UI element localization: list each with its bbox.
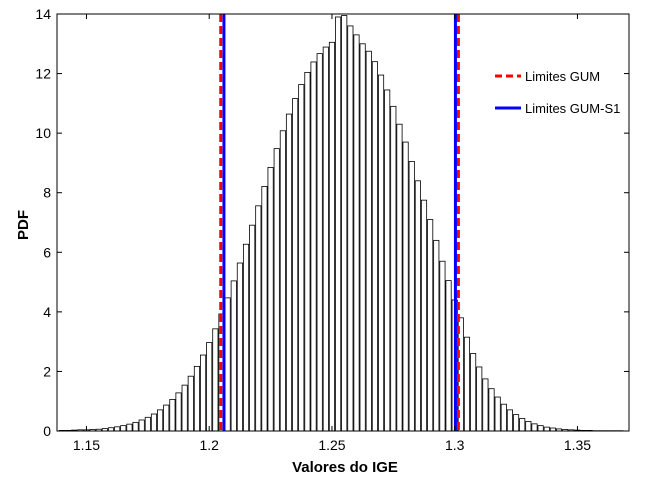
histogram-bar [494, 396, 501, 432]
histogram-bar [359, 43, 366, 432]
histogram-bar [482, 378, 489, 432]
histogram-bar [236, 262, 243, 432]
histogram-bar [488, 388, 495, 432]
histogram-bar [181, 384, 188, 432]
histogram-bar [470, 353, 477, 432]
histogram-bar [242, 243, 250, 432]
x-axis-ticks: 1.15 1.2 1.25 1.3 1.35 [73, 14, 591, 453]
y-axis-label: PDF [15, 210, 32, 240]
histogram-bar [525, 421, 532, 432]
histogram-bar [519, 418, 526, 432]
histogram-bar [267, 166, 274, 432]
histogram-bar [335, 16, 342, 432]
histogram-bar [169, 399, 176, 432]
histogram-bar [427, 219, 434, 432]
histogram-bar [138, 419, 145, 432]
histogram-bar [273, 148, 280, 432]
histogram-bar [255, 205, 262, 432]
histogram-bar [476, 366, 483, 432]
histogram-bar [224, 297, 231, 432]
histogram-bar [193, 365, 200, 432]
histogram-bar [396, 123, 403, 432]
histogram-bar [298, 84, 305, 432]
histogram-bar [322, 46, 329, 432]
histogram-bar [537, 425, 544, 432]
histogram-bar [310, 61, 317, 432]
histogram-bar [506, 409, 513, 432]
legend-label: Limites GUM-S1 [525, 101, 620, 116]
y-axis-ticks: 0 2 4 6 8 10 12 14 [35, 6, 629, 439]
histogram-bar [543, 426, 550, 432]
histogram-bar [463, 336, 471, 432]
y-tick-label: 10 [35, 125, 51, 141]
histogram-bar [341, 15, 348, 432]
y-tick-label: 12 [35, 66, 51, 82]
histogram-bar [408, 161, 415, 432]
histogram-bar [157, 409, 164, 432]
histogram-bar [433, 239, 440, 432]
histogram-bar [150, 413, 158, 432]
histogram-bar [132, 421, 139, 432]
histogram-bar [261, 186, 268, 432]
histogram-bar [126, 423, 133, 432]
legend-label: Limites GUM [525, 69, 600, 84]
histogram-bar [390, 105, 397, 432]
histogram-bar [414, 180, 421, 432]
histogram-bars [58, 15, 624, 432]
x-tick-label: 1.2 [199, 437, 219, 453]
x-tick-label: 1.3 [445, 437, 465, 453]
histogram-bar [347, 25, 354, 432]
histogram-bar [402, 141, 409, 432]
histogram-bar [144, 416, 151, 432]
histogram-bar [200, 354, 207, 432]
histogram-bar [292, 98, 299, 432]
x-tick-label: 1.35 [564, 437, 591, 453]
plot-frame [56, 13, 630, 432]
y-tick-label: 0 [43, 423, 51, 439]
histogram-bar [285, 113, 293, 432]
histogram-bar [114, 426, 121, 432]
histogram-bar [316, 53, 323, 432]
histogram-bar [371, 61, 378, 432]
histogram-bar [279, 130, 286, 432]
histogram-bar [513, 414, 520, 432]
histogram-bar [328, 41, 335, 432]
histogram-bar [249, 224, 256, 432]
y-tick-label: 6 [43, 244, 51, 260]
x-tick-label: 1.15 [73, 437, 100, 453]
histogram-bar [439, 260, 446, 432]
legend: Limites GUM Limites GUM-S1 [495, 69, 620, 116]
histogram-bar [384, 89, 391, 432]
histogram-bar [120, 425, 127, 432]
histogram-bar [531, 423, 538, 432]
histogram-bar [163, 404, 170, 432]
limit-lines [219, 14, 460, 431]
y-tick-label: 2 [43, 363, 51, 379]
histogram-bar [206, 342, 213, 432]
y-tick-label: 8 [43, 185, 51, 201]
histogram-bar [420, 199, 428, 432]
x-tick-label: 1.25 [318, 437, 345, 453]
histogram-bar [230, 280, 237, 432]
histogram-bar [304, 71, 311, 432]
histogram-bar [175, 392, 182, 432]
histogram-bar [365, 50, 372, 432]
y-tick-label: 4 [43, 304, 51, 320]
y-tick-label: 14 [35, 6, 51, 22]
histogram-bar [353, 34, 360, 432]
histogram-bar [187, 375, 194, 432]
x-axis-label: Valores do IGE [292, 459, 398, 476]
histogram-bar [445, 280, 452, 432]
histogram-bar [212, 328, 219, 432]
histogram-bar [500, 403, 507, 432]
histogram-bar [378, 74, 385, 432]
